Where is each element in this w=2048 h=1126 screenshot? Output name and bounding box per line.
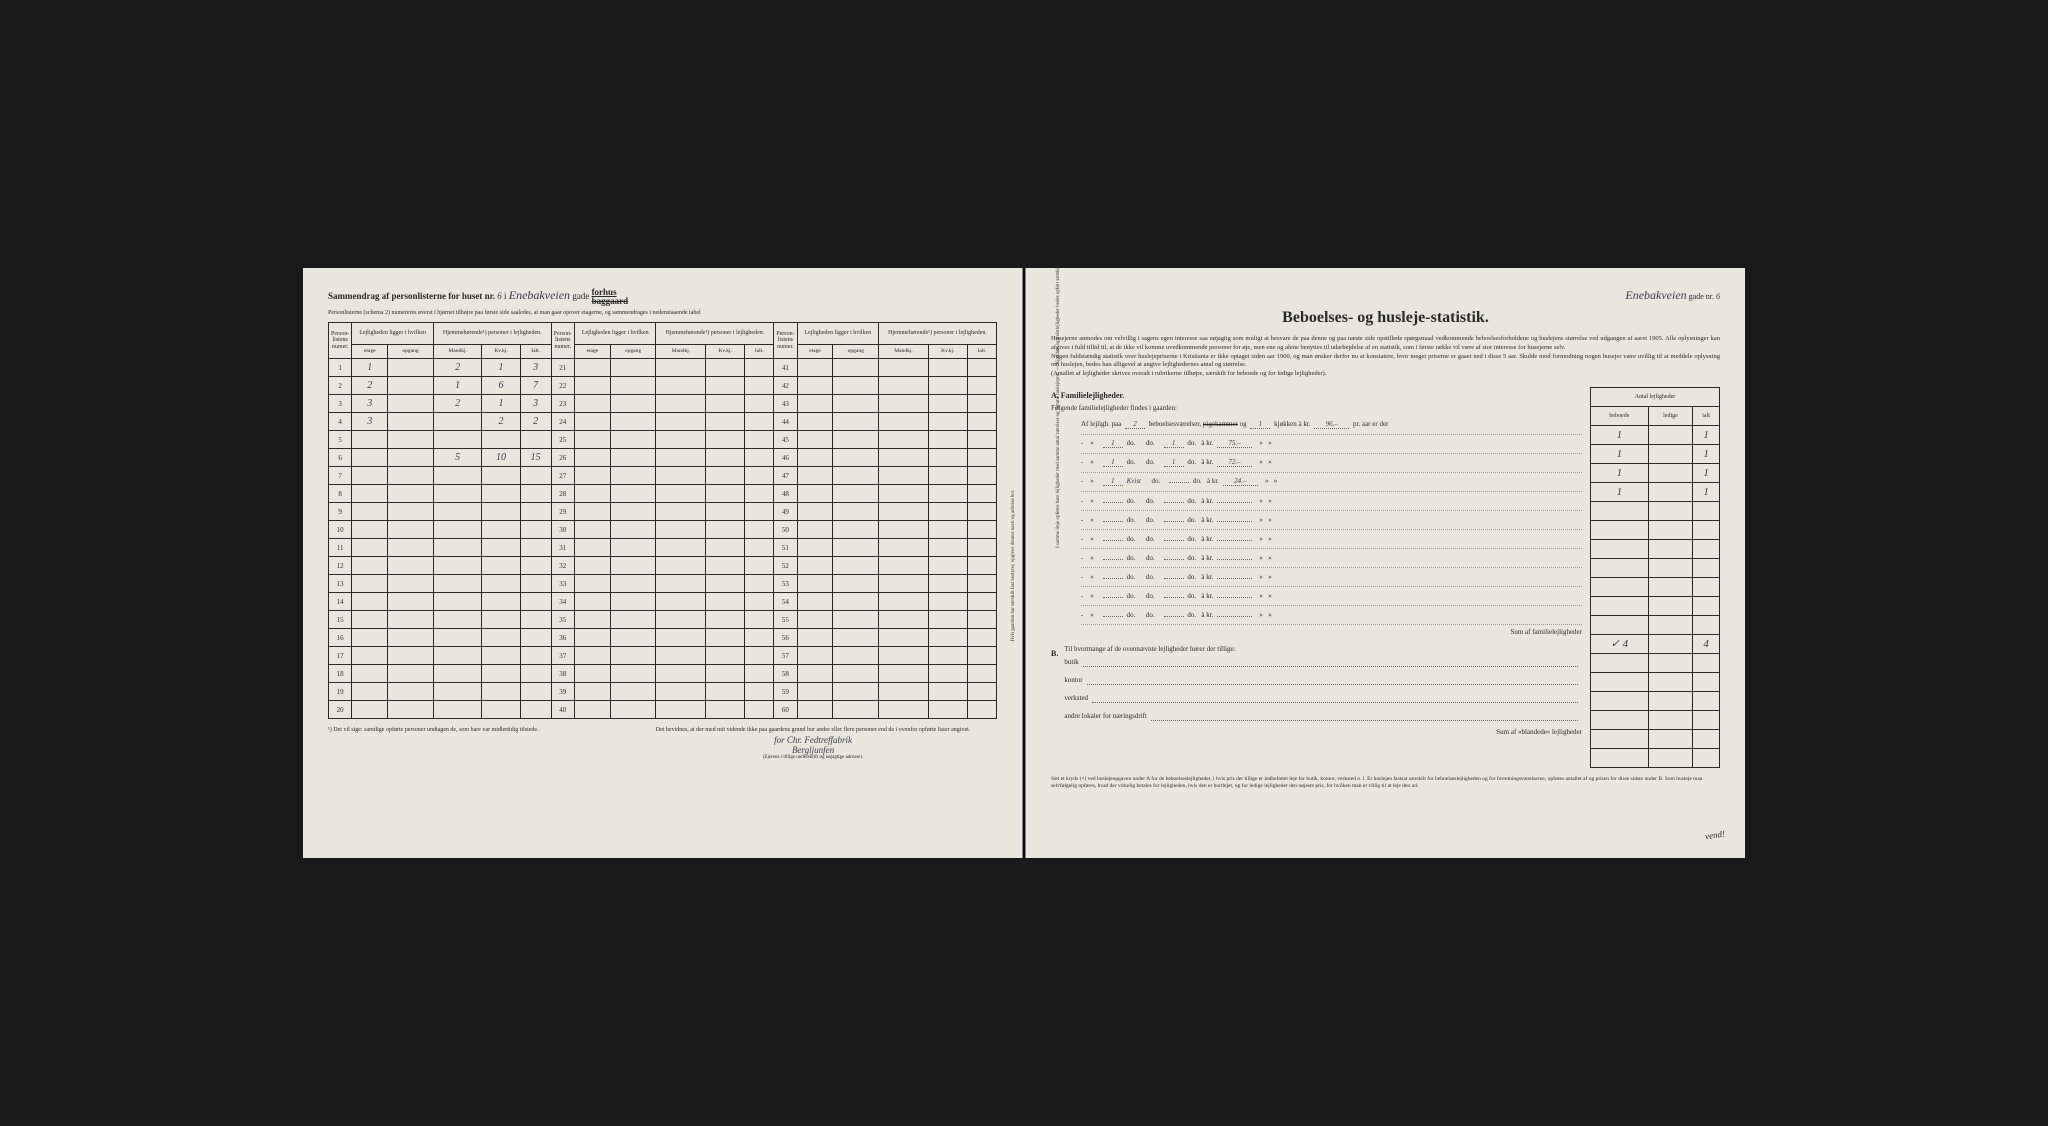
sum-a-label: Sum af familielejligheder xyxy=(1051,625,1582,639)
right-page: Enebakveien gade nr. 6 Beboelses- og hus… xyxy=(1025,268,1745,858)
right-content: A. Familielejligheder. Følgende familiel… xyxy=(1051,387,1720,768)
section-a-sub: Følgende familielejligheder findes i gaa… xyxy=(1051,404,1582,412)
section-a-label: A. Familielejligheder. xyxy=(1051,391,1582,400)
b-row: kontor xyxy=(1064,671,1582,689)
right-footnote: Sæt et kryds (×) ved huslejeopgaven unde… xyxy=(1051,776,1720,790)
apartment-row-empty: - » do. do. do. à kr. » » xyxy=(1081,511,1582,530)
right-main: A. Familielejligheder. Følgende familiel… xyxy=(1051,387,1582,768)
house-number: 6 xyxy=(497,291,502,301)
baggaard-label: baggaard xyxy=(592,297,629,306)
counts-header-main: Antal lejligheder xyxy=(1591,387,1720,406)
apartment-row-empty: - » do. do. do. à kr. » » xyxy=(1081,587,1582,606)
apartment-row: - » 1 do. do. 1 do. à kr. 75.– » » xyxy=(1081,435,1582,454)
signature-area: Det bevidnes, at der med mit vidende ikk… xyxy=(629,727,997,760)
apartment-row-empty: - » do. do. do. à kr. » » xyxy=(1081,549,1582,568)
header-prefix: Sammendrag af personlisterne for huset n… xyxy=(328,291,495,301)
left-footnote: ¹) Det vil sige: samtlige opførte person… xyxy=(328,727,997,760)
apartment-row-empty: - » do. do. do. à kr. » » xyxy=(1081,606,1582,625)
apartment-rows: Af lejligh. paa 2 beboelsesværelser, pig… xyxy=(1081,416,1582,625)
intro-p1: Husejerne anmodes om velvillig i sagens … xyxy=(1051,335,1720,353)
sig-line2: Bergljunfen xyxy=(629,745,997,755)
street-nr-r: 6 xyxy=(1716,292,1720,301)
apartment-row: - » 1 Kvist do. do. à kr. 24.– » » xyxy=(1081,473,1582,492)
sig-for: for xyxy=(774,735,785,745)
left-header: Sammendrag af personlisterne for huset n… xyxy=(328,288,997,306)
street-name: Enebakveien xyxy=(509,288,570,302)
apartment-row-empty: - » do. do. do. à kr. » » xyxy=(1081,492,1582,511)
intro-p3: (Antallet af lejligheder skrives overalt… xyxy=(1051,370,1720,379)
section-b-text: Til hvormange af de ovennævnte lejlighed… xyxy=(1064,645,1582,653)
vertical-note-right: I samme linje opføres bare lejligheder m… xyxy=(1056,348,1061,548)
document-spread: Sammendrag af personlisterne for huset n… xyxy=(303,268,1745,858)
gade-label-r: gade nr. xyxy=(1689,292,1714,301)
sig-line1: Chr. Fedtreffabrik xyxy=(787,735,852,745)
vend-label: vend! xyxy=(1704,829,1725,842)
street-name-r: Enebakveien xyxy=(1625,288,1686,302)
header-i: i xyxy=(504,291,507,301)
b-row: butik xyxy=(1064,653,1582,671)
footnote-text: ¹) Det vil sige: samtlige opførte person… xyxy=(328,727,596,760)
apartment-row: Af lejligh. paa 2 beboelsesværelser, pig… xyxy=(1081,416,1582,435)
header-gade: gade xyxy=(572,291,589,301)
b-row: verksted xyxy=(1064,689,1582,707)
counts-table: Antal lejligheder beboede ledige ialt 11… xyxy=(1590,387,1720,768)
section-b-rows: butikkontorverkstedandre lokaler for nær… xyxy=(1064,653,1582,725)
attestation-text: Det bevidnes, at der med mit vidende ikk… xyxy=(629,727,997,733)
page-title: Beboelses- og husleje-statistik. xyxy=(1051,309,1720,327)
apartment-row-empty: - » do. do. do. à kr. » » xyxy=(1081,568,1582,587)
intro-p2: Nogen fuldstændig statistik over husleje… xyxy=(1051,353,1720,371)
apartment-row-empty: - » do. do. do. à kr. » » xyxy=(1081,530,1582,549)
counts-h-beboede: beboede xyxy=(1591,406,1649,425)
left-subheader: Personlisterne (schema 2) numereres øver… xyxy=(328,310,997,316)
vertical-note-left: Hvis gaarden har særskilt fast bestyrer,… xyxy=(1012,490,1017,642)
b-row: andre lokaler for næringsdrift xyxy=(1064,707,1582,725)
persons-table: Person-listens numer.Lejligheden ligger … xyxy=(328,322,997,719)
intro-block: Husejerne anmodes om velvillig i sagens … xyxy=(1051,335,1720,379)
counts-column: Antal lejligheder beboede ledige ialt 11… xyxy=(1590,387,1720,768)
right-street-header: Enebakveien gade nr. 6 xyxy=(1051,288,1720,303)
counts-h-ledige: ledige xyxy=(1648,406,1692,425)
section-b: B. Til hvormange af de ovennævnte lejlig… xyxy=(1051,645,1582,739)
sum-b-label: Sum af »blandede« lejligheder xyxy=(1064,725,1582,739)
apartment-row: - » 1 do. do. 1 do. à kr. 72.– » » xyxy=(1081,454,1582,473)
sig-note: (Ejerens i tillige underskrift og nøjagt… xyxy=(629,755,997,760)
left-page: Sammendrag af personlisterne for huset n… xyxy=(303,268,1023,858)
section-b-label: B. xyxy=(1051,649,1058,735)
counts-h-ialt: ialt xyxy=(1693,406,1720,425)
